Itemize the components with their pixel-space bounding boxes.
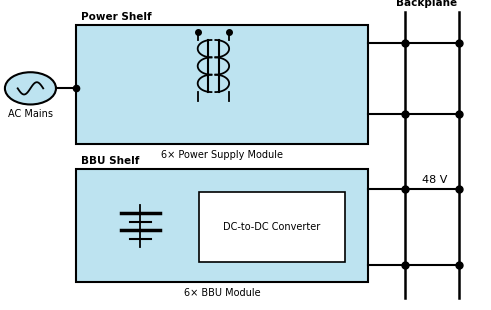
Circle shape xyxy=(5,72,56,104)
Text: 48 V: 48 V xyxy=(422,175,447,185)
FancyBboxPatch shape xyxy=(76,25,368,144)
Text: Backplane: Backplane xyxy=(396,0,457,8)
Text: BBU Shelf: BBU Shelf xyxy=(81,157,139,166)
Text: Power Shelf: Power Shelf xyxy=(81,12,152,22)
FancyBboxPatch shape xyxy=(199,192,345,262)
Text: 6× Power Supply Module: 6× Power Supply Module xyxy=(161,150,283,160)
Text: 6× BBU Module: 6× BBU Module xyxy=(184,288,261,298)
Text: AC Mains: AC Mains xyxy=(8,109,53,119)
FancyBboxPatch shape xyxy=(76,169,368,282)
Text: DC-to-DC Converter: DC-to-DC Converter xyxy=(223,222,321,232)
